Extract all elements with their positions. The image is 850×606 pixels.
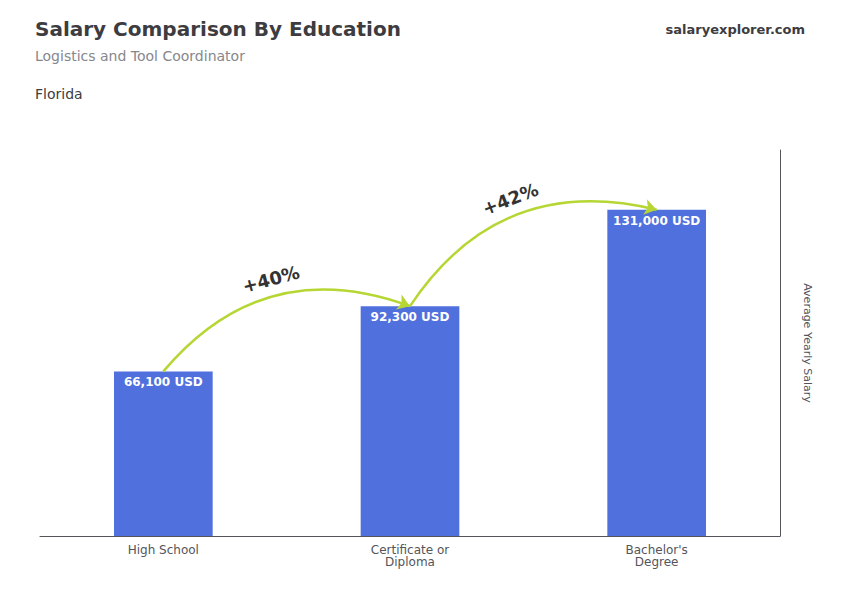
- svg-text:salaryexplorer.com: salaryexplorer.com: [666, 22, 805, 37]
- svg-text:Diploma: Diploma: [385, 555, 435, 569]
- svg-text:+42%: +42%: [479, 179, 541, 220]
- svg-text:131,000 USD: 131,000 USD: [613, 214, 700, 228]
- svg-text:66,100 USD: 66,100 USD: [124, 375, 203, 389]
- svg-text:High School: High School: [128, 543, 199, 557]
- svg-text:Average Yearly Salary: Average Yearly Salary: [801, 283, 814, 403]
- svg-text:Degree: Degree: [635, 555, 679, 569]
- svg-text:+40%: +40%: [240, 262, 302, 297]
- svg-text:Bachelor's: Bachelor's: [625, 543, 688, 557]
- svg-text:Certificate or: Certificate or: [370, 543, 450, 557]
- svg-text:Logistics and Tool Coordinator: Logistics and Tool Coordinator: [35, 48, 245, 64]
- svg-text:Florida: Florida: [35, 86, 83, 102]
- svg-text:92,300 USD: 92,300 USD: [371, 310, 450, 324]
- svg-text:Salary Comparison By Education: Salary Comparison By Education: [35, 17, 401, 41]
